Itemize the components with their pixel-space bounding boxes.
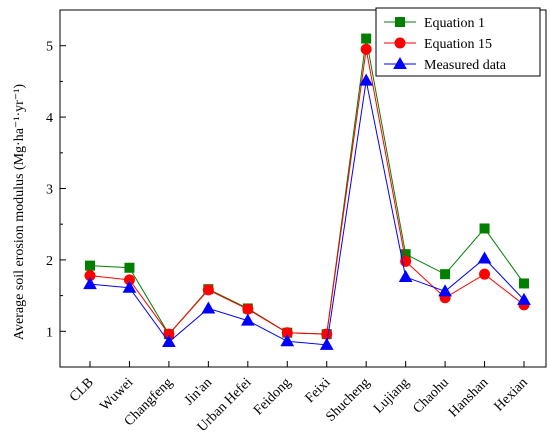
data-point — [479, 252, 491, 262]
x-tick-label: Feidong — [251, 375, 294, 418]
y-tick-label: 1 — [46, 325, 53, 340]
data-point — [202, 302, 214, 313]
data-point — [322, 329, 332, 339]
y-tick-label: 4 — [46, 111, 53, 126]
data-point — [439, 285, 451, 296]
series-equation-15 — [85, 44, 529, 339]
data-point — [520, 279, 529, 288]
series-line — [90, 49, 524, 334]
data-point — [480, 224, 489, 233]
data-point — [242, 315, 254, 326]
data-point — [203, 285, 213, 295]
data-point — [86, 261, 95, 270]
data-point — [362, 34, 371, 43]
x-tick-label: Lujiang — [371, 375, 412, 416]
x-tick-label: Shucheng — [323, 375, 373, 425]
data-point — [441, 270, 450, 279]
series-layer — [84, 34, 530, 349]
data-point — [361, 44, 371, 54]
series-line — [90, 81, 524, 345]
x-tick-label: Hexian — [492, 375, 531, 414]
data-point — [243, 304, 253, 314]
y-axis-title: Average soil erosion modulus (Mg·ha⁻¹·yr… — [12, 84, 27, 341]
x-tick-label: Jin'an — [182, 375, 215, 408]
x-tick-label: Hanshan — [446, 375, 491, 420]
series-equation-1 — [86, 34, 529, 339]
legend-marker — [395, 38, 405, 48]
series-measured-data — [84, 75, 530, 350]
legend-marker — [396, 18, 405, 27]
y-tick-label: 3 — [46, 183, 53, 198]
x-tick-label: CLB — [67, 375, 97, 405]
y-axis: 1 2 3 4 5 — [46, 10, 66, 367]
x-tick-label: Feixi — [303, 375, 334, 406]
y-tick-label: 5 — [46, 40, 53, 55]
legend: Equation 1 Equation 15 Measured data — [376, 8, 540, 76]
x-tick-label: Wuwei — [97, 375, 136, 414]
y-tick-label: 2 — [46, 254, 53, 269]
legend-label: Measured data — [424, 58, 507, 73]
legend-label: Equation 15 — [424, 37, 492, 52]
legend-label: Equation 1 — [424, 16, 485, 31]
data-point — [84, 278, 96, 289]
data-point — [480, 269, 490, 279]
data-point — [400, 271, 412, 282]
data-point — [125, 263, 134, 272]
